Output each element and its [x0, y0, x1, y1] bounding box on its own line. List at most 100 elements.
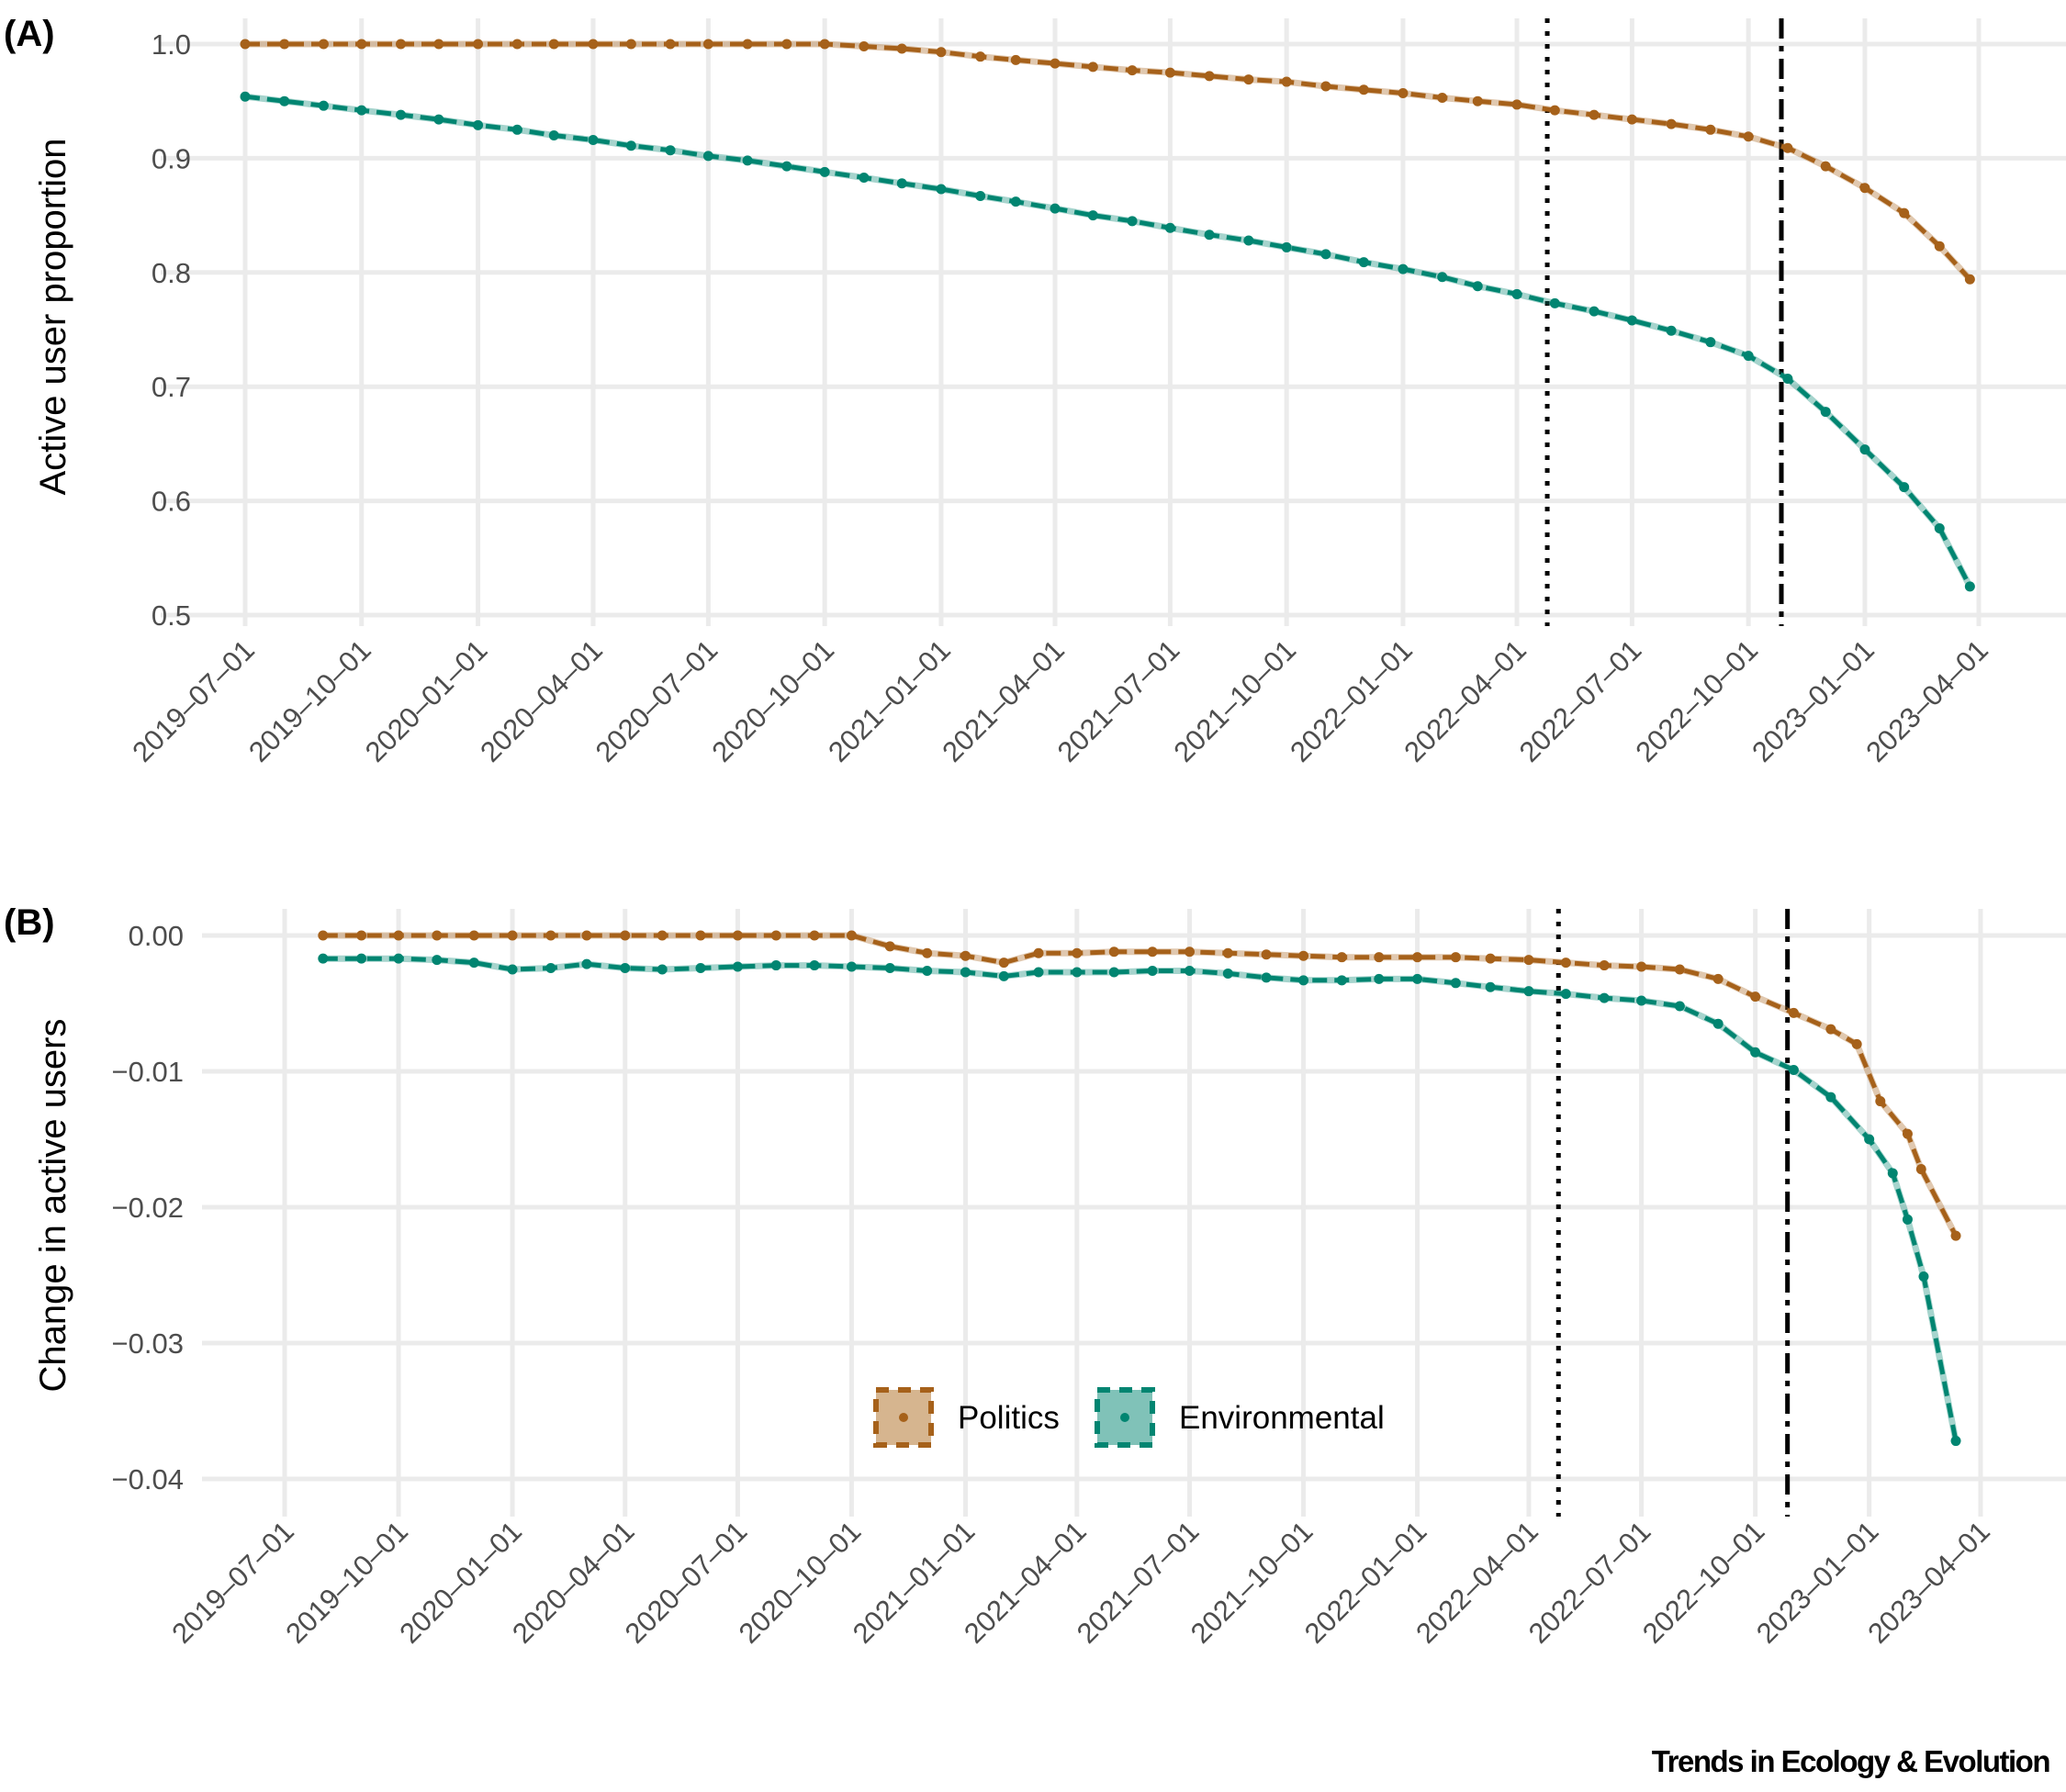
data-point	[819, 39, 830, 50]
data-point	[1599, 992, 1610, 1003]
data-point	[1010, 196, 1021, 207]
x-tick-label: 2019–10–01	[242, 633, 377, 768]
data-point	[1589, 109, 1600, 120]
data-point	[922, 947, 933, 958]
data-point	[1127, 216, 1138, 227]
data-point	[1859, 183, 1870, 194]
x-tick-label: 2020–04–01	[474, 633, 609, 768]
data-point	[1204, 71, 1215, 82]
data-point	[1261, 972, 1272, 983]
x-tick-label: 2022–10–01	[1636, 1515, 1771, 1650]
x-tick-label: 2020–10–01	[733, 1515, 868, 1650]
x-tick-label: 2022–10–01	[1629, 633, 1764, 768]
data-point	[1788, 1065, 1799, 1076]
y-tick-label: 0.7	[152, 371, 191, 403]
y-tick-label: −0.02	[112, 1192, 184, 1224]
data-point	[468, 958, 479, 969]
y-tick-label: 0.9	[152, 142, 191, 174]
journal-footer: Trends in Ecology & Evolution	[1652, 1744, 2050, 1778]
data-point	[1743, 351, 1754, 362]
data-point	[1072, 947, 1083, 958]
data-point	[1511, 99, 1522, 110]
data-point	[657, 930, 668, 941]
data-point	[809, 930, 820, 941]
series-ribbon-line	[322, 932, 1959, 1238]
data-point	[1204, 230, 1215, 241]
data-point	[545, 963, 556, 974]
data-point	[1222, 968, 1233, 979]
data-point	[732, 961, 743, 972]
data-point	[318, 39, 329, 50]
data-point	[1782, 373, 1793, 384]
data-point	[998, 970, 1009, 981]
data-point	[702, 151, 713, 162]
data-point	[1666, 118, 1677, 129]
data-point	[781, 39, 792, 50]
data-point	[625, 140, 636, 151]
data-point	[1851, 1038, 1862, 1049]
data-point	[1750, 1047, 1761, 1058]
data-point	[1788, 1007, 1799, 1018]
data-point	[846, 930, 857, 941]
data-point	[1950, 1436, 1961, 1447]
y-tick-label: −0.01	[112, 1056, 184, 1088]
data-point	[1674, 964, 1685, 975]
data-point	[1147, 946, 1158, 958]
series-line	[245, 41, 1972, 281]
data-point	[356, 930, 367, 941]
y-tick-label: 0.8	[152, 257, 191, 289]
data-point	[318, 100, 329, 111]
series-ribbon-line	[245, 40, 1972, 282]
data-point	[356, 105, 367, 116]
legend-label: Politics	[958, 1400, 1060, 1436]
data-point	[588, 39, 599, 50]
y-tick-label: −0.03	[112, 1327, 184, 1360]
data-point	[1033, 967, 1044, 978]
data-point	[1666, 325, 1677, 336]
data-point	[548, 130, 559, 141]
data-point	[240, 91, 251, 102]
data-point	[1859, 444, 1870, 455]
data-point	[1127, 65, 1138, 76]
data-point	[1934, 241, 1945, 252]
data-point	[1087, 62, 1098, 73]
data-point	[665, 39, 676, 50]
data-point	[1108, 967, 1119, 978]
data-point	[1437, 92, 1448, 103]
x-tick-label: 2019–07–01	[126, 633, 261, 768]
data-point	[1336, 975, 1347, 986]
data-point	[896, 43, 907, 54]
data-point	[1864, 1134, 1875, 1145]
data-point	[1185, 946, 1196, 958]
legend: Politics Environmental	[873, 1387, 1385, 1448]
data-point	[432, 955, 443, 966]
data-point	[936, 184, 947, 195]
data-point	[1374, 952, 1385, 963]
data-point	[1902, 1214, 1913, 1225]
data-point	[809, 960, 820, 971]
data-point	[1825, 1092, 1836, 1103]
data-point	[702, 39, 713, 50]
data-point	[1164, 67, 1175, 78]
data-point	[1549, 105, 1560, 116]
data-point	[884, 963, 895, 974]
data-point	[896, 178, 907, 189]
data-point	[511, 39, 522, 50]
data-point	[1050, 58, 1061, 69]
y-tick-label: 0.6	[152, 486, 191, 518]
data-point	[1243, 235, 1254, 246]
data-point	[1636, 995, 1647, 1006]
series-ribbon-line	[322, 955, 1959, 1442]
data-point	[1261, 949, 1272, 960]
data-point	[1674, 1001, 1685, 1012]
data-point	[695, 930, 706, 941]
data-point	[742, 39, 753, 50]
panel-a-chart: 1.00.90.80.70.60.52019–07–012019–10–0120…	[4, 14, 2066, 768]
data-point	[846, 961, 857, 972]
data-point	[1072, 967, 1083, 978]
data-point	[393, 930, 404, 941]
data-point	[581, 958, 592, 969]
data-point	[1472, 281, 1483, 292]
data-point	[922, 965, 933, 976]
data-point	[1549, 297, 1560, 308]
